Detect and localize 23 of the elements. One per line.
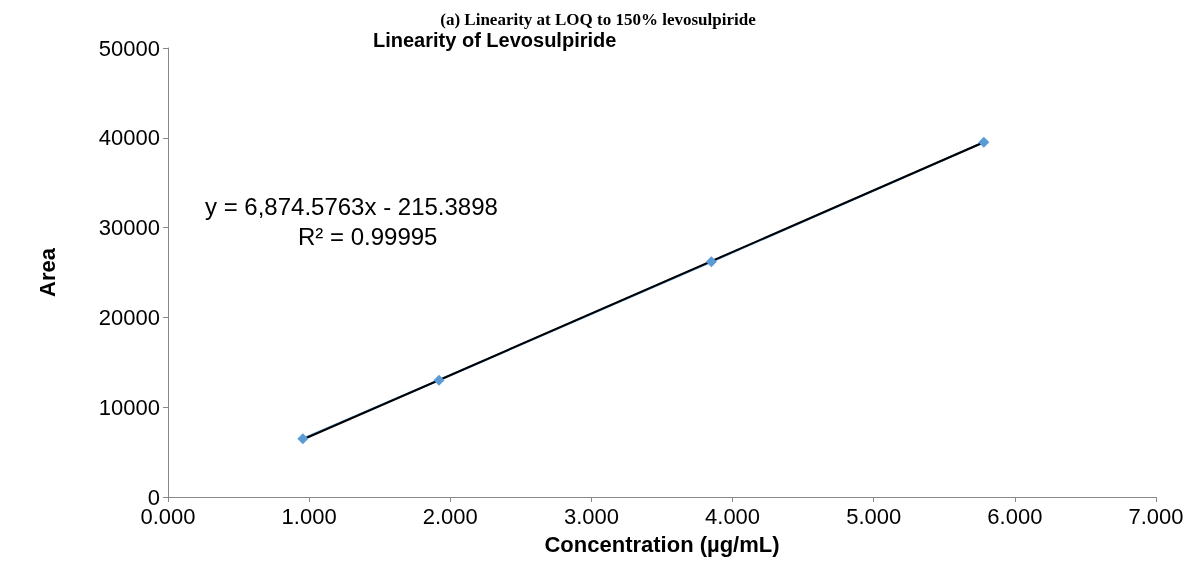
- x-tick-label: 5.000: [846, 503, 902, 529]
- x-tick-label: 2.000: [422, 503, 478, 529]
- point: [705, 256, 717, 268]
- point: [978, 136, 990, 148]
- x-tick-label: 1.000: [281, 503, 337, 529]
- y-tick-label: 30000: [98, 215, 160, 241]
- x-axis-title: Concentration (µg/mL): [544, 531, 780, 557]
- y-tick-label: 50000: [98, 35, 160, 61]
- annotation: y = 6,874.5763x - 215.3898: [205, 192, 498, 220]
- y-tick-label: 0: [147, 484, 160, 510]
- y-tick-label: 10000: [98, 394, 160, 420]
- chart-subtitle: Linearity of Levosulpiride: [373, 29, 617, 51]
- point: [433, 374, 445, 386]
- x-tick-label: 3.000: [563, 503, 619, 529]
- point: [297, 433, 309, 445]
- x-tick-label: 4.000: [705, 503, 761, 529]
- chart-title: (a) Linearity at LOQ to 150% levosulpiride: [440, 10, 757, 29]
- y-tick-label: 40000: [98, 125, 160, 151]
- annotation: R² = 0.99995: [298, 222, 438, 250]
- y-axis-title: Area: [34, 247, 60, 297]
- y-tick-label: 20000: [98, 304, 160, 330]
- x-tick-label: 6.000: [987, 503, 1043, 529]
- x-tick-label: 7.000: [1128, 503, 1184, 529]
